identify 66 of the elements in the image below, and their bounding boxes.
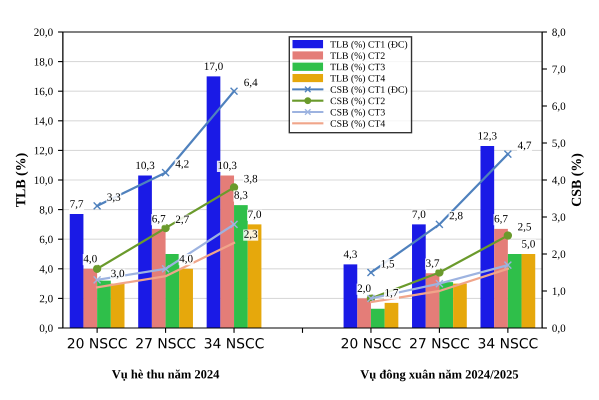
y2-axis-title: CSB (%) xyxy=(571,154,584,206)
data-label: 6,7 xyxy=(494,214,508,224)
data-label: 2,5 xyxy=(518,223,532,232)
y2-tick-label: 7,0 xyxy=(552,65,566,75)
data-label: 10,3 xyxy=(136,162,154,171)
data-label: 2,3 xyxy=(244,230,258,240)
data-label: 4,7 xyxy=(518,142,532,151)
x-tick-label: 20 NSCC xyxy=(342,338,401,348)
x-tick-label: 27 NSCC xyxy=(136,338,196,348)
data-label: 17,0 xyxy=(204,62,223,72)
data-label: 1,7 xyxy=(386,288,398,298)
legend-label: TLB (%) CT3 xyxy=(330,63,385,72)
y2-tick-label: 1,0 xyxy=(552,287,566,297)
legend-label: CSB (%) CT2 xyxy=(330,97,385,106)
data-label: 3,0 xyxy=(111,270,124,279)
data-label: 7,7 xyxy=(70,200,84,210)
data-label: 3,8 xyxy=(244,174,258,184)
y-tick-label: 18,0 xyxy=(34,58,53,68)
y2-tick-label: 6,0 xyxy=(552,102,566,112)
data-label: 5,0 xyxy=(522,240,535,250)
data-label: 4,3 xyxy=(344,250,357,260)
y-tick-label: 10,0 xyxy=(34,176,53,186)
data-label: 10,3 xyxy=(218,162,236,171)
data-label: 3,7 xyxy=(426,259,440,268)
data-label: 2,0 xyxy=(358,284,371,294)
data-label: 7,0 xyxy=(412,210,426,220)
y-tick-label: 6,0 xyxy=(40,236,53,245)
legend-label: CSB (%) CT4 xyxy=(330,120,386,129)
y2-tick-label: 3,0 xyxy=(552,213,566,223)
legend-label: CSB (%) CT3 xyxy=(330,108,385,118)
y2-tick-label: 8,0 xyxy=(552,28,566,38)
data-label: 4,2 xyxy=(176,160,189,170)
text: Vụ hè thu năm 2024 xyxy=(112,370,220,381)
x-tick-label: 27 NSCC xyxy=(410,338,469,348)
data-label: 6,7 xyxy=(152,214,166,224)
y2-tick-label: 0,0 xyxy=(552,324,566,334)
x-tick-label: 34 NSCC xyxy=(478,338,538,348)
y-axis-title: TLB (%) xyxy=(16,153,28,207)
data-label: 3,3 xyxy=(107,193,120,202)
legend-label: CSB (%) CT1 (ĐC) xyxy=(330,86,408,95)
y2-tick-label: 5,0 xyxy=(552,139,566,149)
y-tick-label: 14,0 xyxy=(34,117,53,126)
data-label: 4,0 xyxy=(179,254,193,264)
data-label: 7,0 xyxy=(248,210,262,220)
y-tick-label: 4,0 xyxy=(40,265,53,274)
y2-tick-label: 2,0 xyxy=(552,250,566,260)
y-tick-label: 16,0 xyxy=(34,88,53,97)
y-tick-label: 20,0 xyxy=(34,28,53,38)
legend-label: TLB (%) CT1 (ĐC) xyxy=(330,40,408,50)
y-tick-label: 12,0 xyxy=(34,146,53,156)
data-label: 1,5 xyxy=(382,260,394,270)
x-tick-label: 34 NSCC xyxy=(204,338,264,348)
y2-tick-label: 4,0 xyxy=(552,176,566,186)
legend-label: TLB (%) CT2 xyxy=(330,52,385,61)
data-label: 2,8 xyxy=(450,212,463,221)
data-label: 8,3 xyxy=(234,191,248,200)
y-tick-label: 8,0 xyxy=(40,206,53,216)
data-label: 4,0 xyxy=(84,254,97,264)
data-label: 6,4 xyxy=(244,78,258,88)
x-tick-label: 20 NSCC xyxy=(68,338,127,348)
text: Vụ đông xuân năm 2024/2025 xyxy=(360,370,518,382)
data-label: 12,3 xyxy=(478,132,497,142)
y-tick-label: 2,0 xyxy=(40,294,53,304)
data-label: 2,7 xyxy=(176,216,189,225)
y-tick-label: 0,0 xyxy=(40,324,53,334)
legend-label: TLB (%) CT4 xyxy=(330,74,386,84)
